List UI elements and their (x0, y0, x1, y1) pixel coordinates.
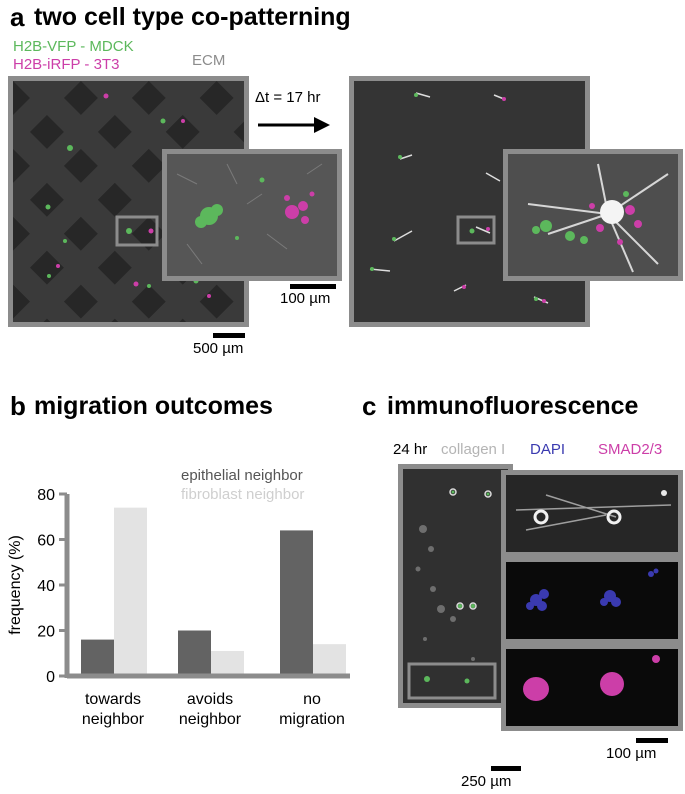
bar-0-1 (178, 630, 211, 676)
bar-1-2 (313, 644, 346, 676)
inset-smad (501, 644, 683, 731)
y-axis-label: frequency (%) (7, 535, 24, 635)
label-dapi: DAPI (530, 441, 566, 458)
panel-c-title: immunofluorescence (387, 392, 639, 420)
panel-a-letter: a (10, 2, 25, 32)
legend-green-mdck: H2B-VFP - MDCK (13, 38, 134, 55)
legend-ecm: ECM (192, 52, 226, 69)
y-tick-label-3: 60 (37, 533, 55, 550)
inset-t17-svg (508, 154, 678, 276)
micrograph-t17 (349, 76, 590, 327)
category-label-2-1: migration (279, 711, 345, 728)
inset-smad-svg (506, 649, 678, 726)
scalebar-main-a (213, 333, 245, 338)
y-tick-label-0: 0 (46, 669, 55, 686)
scalebar-inset-a-label: 100 µm (280, 290, 331, 307)
label-24hr: 24 hr (393, 441, 428, 458)
bar-0-2 (280, 530, 313, 676)
panel-b-letter: b (10, 391, 26, 421)
panel-b-title: migration outcomes (34, 392, 273, 420)
micrograph-if-svg (403, 469, 508, 703)
category-label-0-1: neighbor (82, 711, 145, 728)
scalebar-inset-c-label: 100 µm (606, 745, 657, 762)
inset-collagen-svg (506, 475, 678, 552)
bar-1-0 (114, 507, 147, 676)
legend-magenta-3t3: H2B-iRFP - 3T3 (13, 56, 120, 73)
inset-t17 (503, 149, 683, 281)
inset-t0-svg (167, 154, 337, 276)
panel-c-letter: c (362, 391, 377, 421)
category-label-1-1: neighbor (179, 711, 242, 728)
legend-fibroblast: fibroblast neighbor (181, 486, 305, 503)
label-smad: SMAD2/3 (598, 441, 663, 458)
inset-t0 (162, 149, 342, 281)
inset-dapi (501, 557, 683, 644)
label-collagen: collagen I (441, 441, 506, 458)
category-label-2-0: no (303, 691, 321, 708)
inset-collagen (501, 470, 683, 557)
category-label-0-0: towards (85, 691, 141, 708)
time-delta-label: Δt = 17 hr (255, 89, 321, 106)
scalebar-main-c-label: 250 µm (461, 773, 512, 790)
scalebar-main-c (491, 766, 521, 771)
y-tick-label-4: 80 (37, 487, 55, 504)
category-label-1-0: avoids (187, 691, 233, 708)
inset-dapi-svg (506, 562, 678, 639)
panel-a-title: two cell type co-patterning (34, 3, 351, 31)
scalebar-inset-c (636, 738, 668, 743)
scalebar-main-a-label: 500 µm (193, 340, 244, 357)
y-tick-label-1: 20 (37, 624, 55, 641)
bar-0-0 (81, 639, 114, 676)
scalebar-inset-a (290, 284, 336, 289)
legend-epithelial: epithelial neighbor (181, 467, 303, 484)
micrograph-if (398, 464, 513, 708)
y-tick-label-2: 40 (37, 578, 55, 595)
bar-1-1 (211, 650, 244, 676)
